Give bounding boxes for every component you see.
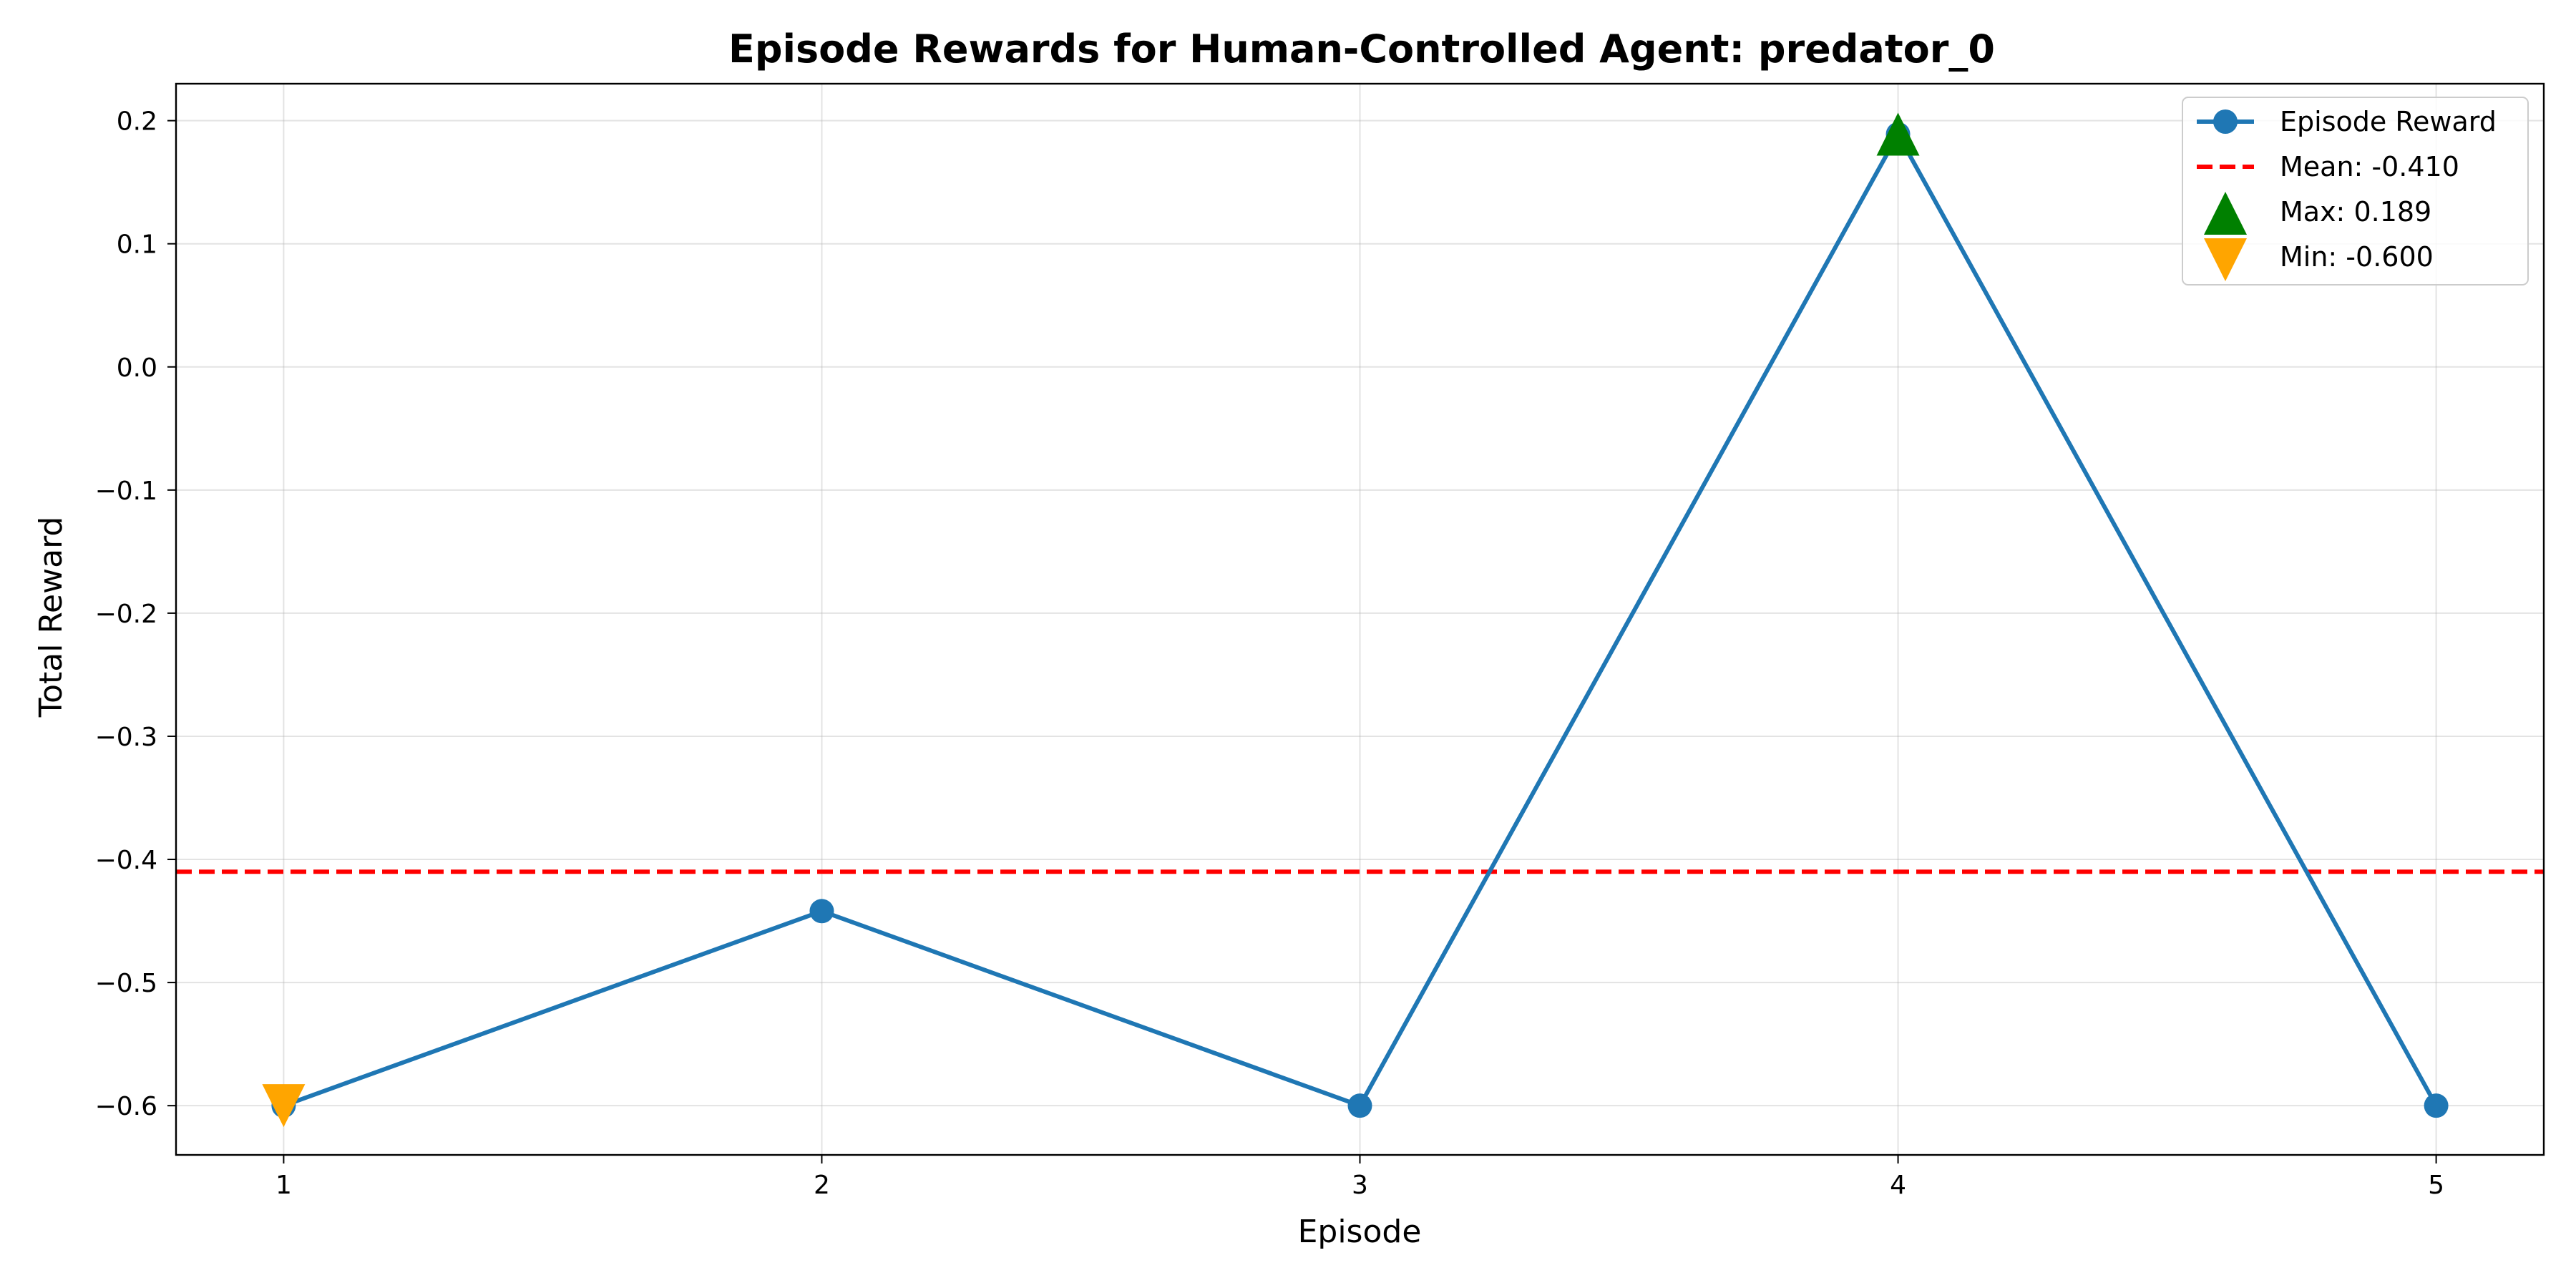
y-tick-label: −0.6: [95, 1092, 157, 1121]
x-tick-label: 1: [275, 1171, 292, 1200]
y-tick-label: −0.4: [95, 846, 157, 875]
x-axis-label: Episode: [1298, 1214, 1422, 1250]
x-tick-label: 2: [814, 1171, 830, 1200]
y-tick-label: −0.1: [95, 477, 157, 506]
data-point: [809, 899, 834, 924]
legend-label-min: Min: -0.600: [2280, 241, 2434, 273]
y-tick-label: 0.0: [117, 353, 157, 383]
legend-entry-episode-reward: Episode Reward: [2197, 106, 2497, 137]
y-tick-label: −0.3: [95, 723, 157, 752]
legend-entry-mean: Mean: -0.410: [2197, 151, 2459, 182]
legend-entry-max: Max: 0.189: [2204, 192, 2431, 235]
chart-title: Episode Rewards for Human-Controlled Age…: [728, 26, 1995, 72]
legend-marker-episode-reward: [2213, 109, 2238, 134]
y-tick-label: −0.5: [95, 969, 157, 998]
legend-label-episode-reward: Episode Reward: [2280, 106, 2497, 137]
x-tick-label: 5: [2428, 1171, 2444, 1200]
legend: Episode Reward Mean: -0.410 Max: 0.189 M…: [2182, 97, 2529, 286]
y-tick-label: 0.1: [117, 230, 157, 260]
y-tick-label: −0.2: [95, 600, 157, 629]
legend-label-max: Max: 0.189: [2280, 196, 2431, 228]
max-marker: [1876, 112, 1920, 156]
y-axis-label: Total Reward: [33, 517, 69, 718]
data-point: [2424, 1093, 2449, 1118]
x-tick-label: 3: [1352, 1171, 1368, 1200]
axis-ticks: 1 2 3 4 5 0.2 0.1 0.0 −0.1 −0.2 −0.3 −0.4 −0.5 −0.6: [95, 107, 2444, 1200]
legend-entry-min: Min: -0.600: [2204, 238, 2434, 281]
x-tick-label: 4: [1890, 1171, 1906, 1200]
data-point: [1347, 1093, 1372, 1118]
extreme-markers: [262, 112, 1920, 1128]
y-tick-label: 0.2: [117, 107, 157, 137]
min-marker: [262, 1084, 306, 1128]
legend-marker-max: [2204, 192, 2247, 235]
legend-box: [2182, 97, 2529, 286]
legend-label-mean: Mean: -0.410: [2280, 151, 2459, 182]
legend-marker-min: [2204, 238, 2247, 281]
